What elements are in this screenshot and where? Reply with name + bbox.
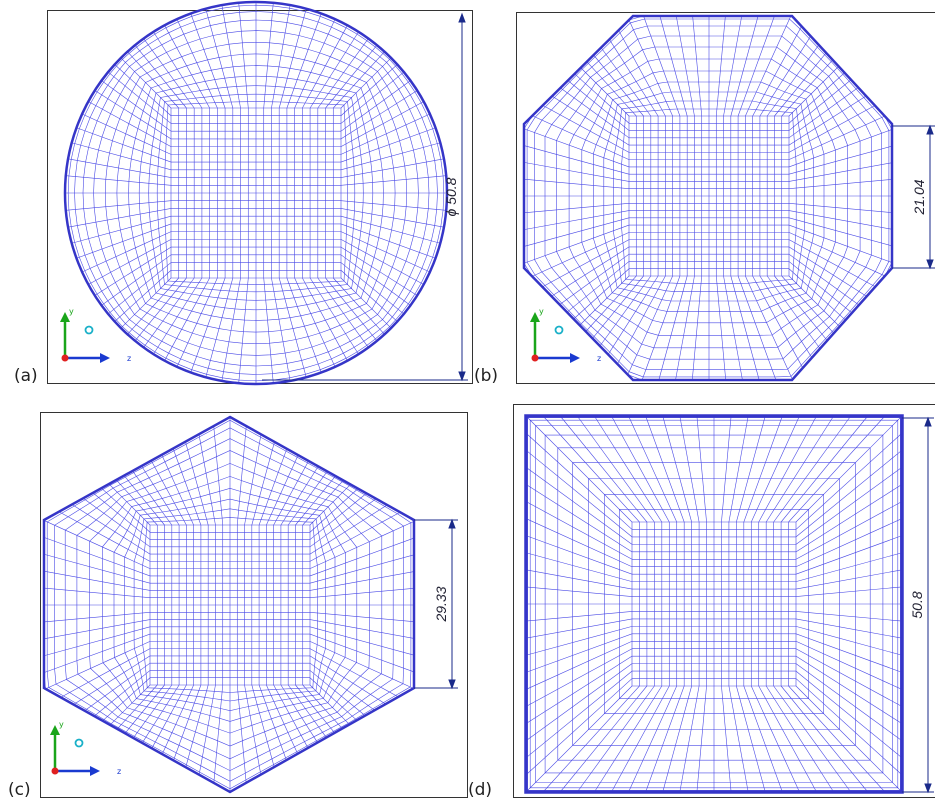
dim-arrowhead-icon (926, 259, 934, 270)
origin-marker (51, 767, 59, 775)
panel-a-label: (a) (14, 366, 38, 386)
dimension-label: ϕ 50.8 (443, 177, 459, 216)
z-axis-label: z (127, 354, 131, 363)
y-axis-label: y (69, 307, 74, 316)
coordinate-axes: yz (60, 307, 131, 363)
y-axis-label: y (59, 720, 64, 729)
octagon-outline (522, 14, 894, 382)
z-axis-label: z (597, 354, 601, 363)
coordinate-axes: yz (530, 307, 601, 363)
dim-arrowhead-icon (448, 518, 456, 529)
y-arrowhead-icon (530, 312, 540, 322)
panel-d-label: (d) (468, 780, 493, 800)
center-marker-icon (74, 738, 84, 748)
dimension-diameter: ϕ 50.8 (262, 12, 468, 382)
coordinate-axes: yz (50, 720, 121, 776)
y-arrowhead-icon (60, 312, 70, 322)
circle-outline (63, 0, 449, 386)
dimension-side-length: 29.33 (414, 518, 458, 690)
center-marker-icon (84, 325, 94, 335)
mesh-lines (523, 15, 893, 381)
z-arrowhead-icon (100, 353, 110, 363)
dimension-label: 29.33 (433, 586, 449, 622)
dim-arrowhead-icon (458, 371, 466, 382)
y-arrowhead-icon (50, 725, 60, 735)
y-axis-label: y (539, 307, 544, 316)
dim-arrowhead-icon (924, 416, 932, 427)
dim-arrowhead-icon (924, 783, 932, 794)
dim-arrowhead-icon (458, 12, 466, 23)
origin-marker (531, 354, 539, 362)
center-marker-icon (554, 325, 564, 335)
mesh-lines (525, 415, 903, 793)
z-arrowhead-icon (90, 766, 100, 776)
dim-arrowhead-icon (926, 124, 934, 135)
z-axis-label: z (117, 767, 121, 776)
mesh-lines (64, 1, 448, 385)
dim-arrowhead-icon (448, 679, 456, 690)
z-arrowhead-icon (570, 353, 580, 363)
panel-d-frame (513, 404, 935, 798)
origin-marker (61, 354, 69, 362)
panel-b-label: (b) (474, 366, 499, 386)
square-outline (524, 414, 904, 794)
dimension-side: 50.8 (902, 416, 934, 794)
dimension-label: 21.04 (911, 179, 927, 215)
mesh-lines (43, 416, 415, 793)
panel-c-label: (c) (8, 780, 31, 800)
dimension-flat-width: 21.04 (892, 124, 935, 270)
panel-b-frame (516, 12, 935, 384)
dimension-label: 50.8 (909, 591, 925, 618)
